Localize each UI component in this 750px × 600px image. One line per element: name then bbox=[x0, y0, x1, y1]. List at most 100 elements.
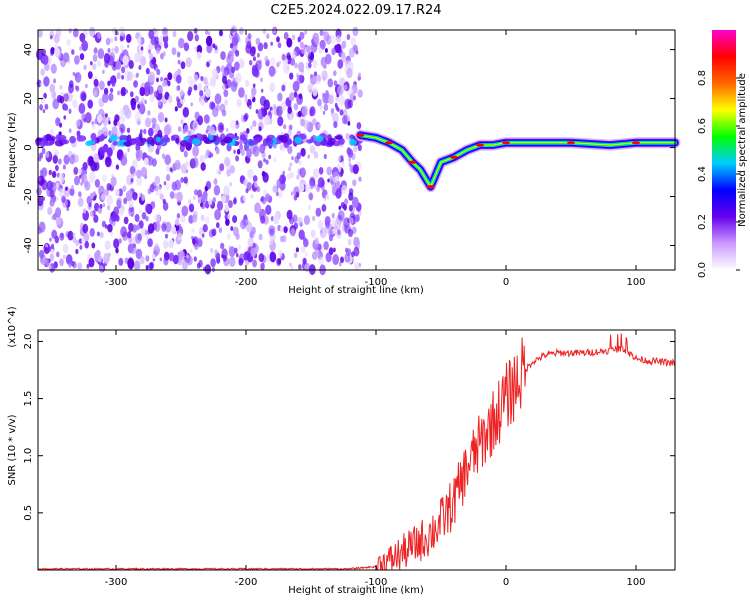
noise-blob bbox=[105, 113, 108, 118]
noise-blob bbox=[161, 223, 167, 232]
noise-band-blob bbox=[45, 133, 52, 142]
noise-blob bbox=[304, 251, 309, 258]
noise-blob bbox=[276, 36, 280, 43]
x-tick-label: 0 bbox=[503, 277, 509, 288]
noise-blob bbox=[228, 246, 236, 258]
noise-blob bbox=[307, 154, 310, 159]
noise-blob bbox=[222, 83, 227, 91]
noise-blob bbox=[226, 128, 229, 133]
noise-blob bbox=[174, 179, 182, 191]
noise-blob bbox=[169, 191, 175, 199]
colorbar-ticks: 0.0 0.2 0.4 0.6 0.8 bbox=[697, 70, 740, 278]
noise-blob bbox=[74, 72, 82, 83]
noise-blob bbox=[148, 29, 155, 40]
noise-band-blob bbox=[314, 135, 324, 143]
noise-blob bbox=[353, 145, 358, 153]
noise-blob bbox=[120, 226, 127, 238]
noise-blob bbox=[347, 148, 354, 158]
noise-blob bbox=[332, 112, 339, 124]
noise-blob bbox=[327, 178, 330, 183]
noise-blob bbox=[348, 204, 353, 212]
noise-blob bbox=[277, 190, 283, 198]
noise-blob bbox=[196, 44, 203, 54]
y-tick-label: 1.0 bbox=[23, 448, 34, 464]
noise-blob bbox=[107, 223, 113, 233]
noise-blob bbox=[165, 123, 172, 135]
noise-blob bbox=[62, 243, 69, 254]
noise-blob bbox=[276, 61, 280, 68]
noise-blob bbox=[148, 52, 154, 60]
noise-blob bbox=[325, 53, 332, 65]
noise-blob bbox=[259, 143, 266, 154]
noise-blob bbox=[174, 106, 178, 112]
noise-band-blob bbox=[146, 136, 155, 145]
noise-blob bbox=[93, 153, 100, 163]
noise-blob bbox=[68, 262, 72, 268]
noise-blob bbox=[159, 257, 162, 262]
noise-blob bbox=[81, 237, 86, 245]
noise-blob bbox=[78, 103, 86, 114]
noise-blob bbox=[96, 60, 102, 67]
noise-blob bbox=[139, 209, 142, 214]
noise-blob bbox=[141, 212, 147, 220]
noise-blob bbox=[199, 90, 204, 97]
noise-band-blob bbox=[349, 139, 358, 146]
noise-blob bbox=[176, 213, 181, 219]
noise-blob bbox=[306, 45, 311, 52]
noise-blob bbox=[63, 154, 70, 165]
noise-blob bbox=[99, 146, 106, 156]
noise-blob bbox=[103, 252, 110, 264]
noise-blob bbox=[61, 195, 66, 203]
noise-blob bbox=[107, 48, 111, 53]
noise-blob bbox=[226, 233, 231, 240]
noise-blob bbox=[249, 59, 253, 66]
noise-blob bbox=[133, 260, 141, 271]
noise-blob bbox=[335, 188, 342, 199]
noise-blob bbox=[125, 89, 129, 94]
noise-blob bbox=[325, 252, 332, 263]
noise-blob bbox=[49, 237, 52, 242]
noise-blob bbox=[277, 249, 283, 258]
noise-blob bbox=[135, 248, 143, 260]
noise-blob bbox=[248, 105, 252, 110]
noise-blob bbox=[252, 175, 258, 183]
noise-blob bbox=[87, 99, 93, 109]
noise-blob bbox=[194, 46, 198, 51]
noise-blob bbox=[124, 152, 128, 157]
noise-blob bbox=[242, 196, 246, 202]
noise-blob bbox=[289, 171, 294, 179]
noise-blob bbox=[238, 244, 242, 250]
noise-blob bbox=[144, 157, 149, 166]
noise-blob bbox=[357, 89, 363, 98]
noise-blob bbox=[171, 47, 177, 56]
noise-blob bbox=[113, 119, 118, 126]
noise-blob bbox=[233, 149, 236, 154]
noise-blob bbox=[49, 253, 55, 262]
noise-blob bbox=[91, 242, 96, 249]
noise-blob bbox=[251, 226, 256, 235]
noise-blob bbox=[41, 147, 46, 154]
noise-blob bbox=[172, 254, 179, 265]
noise-blob bbox=[332, 254, 340, 266]
noise-blob bbox=[46, 180, 53, 191]
noise-blob bbox=[79, 46, 82, 51]
noise-blob bbox=[260, 77, 263, 83]
noise-blob bbox=[115, 188, 120, 196]
noise-band-blob bbox=[100, 133, 105, 141]
noise-blob bbox=[316, 186, 320, 193]
noise-band-blob bbox=[334, 135, 343, 140]
noise-blob bbox=[53, 78, 57, 84]
noise-blob bbox=[203, 76, 208, 85]
noise-blob bbox=[207, 31, 211, 36]
noise-blob bbox=[197, 189, 203, 198]
noise-blob bbox=[357, 210, 362, 217]
y-tick-label: -40 bbox=[23, 237, 34, 253]
noise-blob bbox=[253, 56, 256, 62]
noise-blob bbox=[78, 168, 82, 175]
noise-blob bbox=[40, 82, 43, 87]
noise-blob bbox=[272, 103, 277, 110]
noise-blob bbox=[260, 262, 265, 271]
noise-blob bbox=[205, 129, 208, 134]
noise-blob bbox=[257, 160, 263, 169]
noise-blob bbox=[145, 235, 148, 240]
